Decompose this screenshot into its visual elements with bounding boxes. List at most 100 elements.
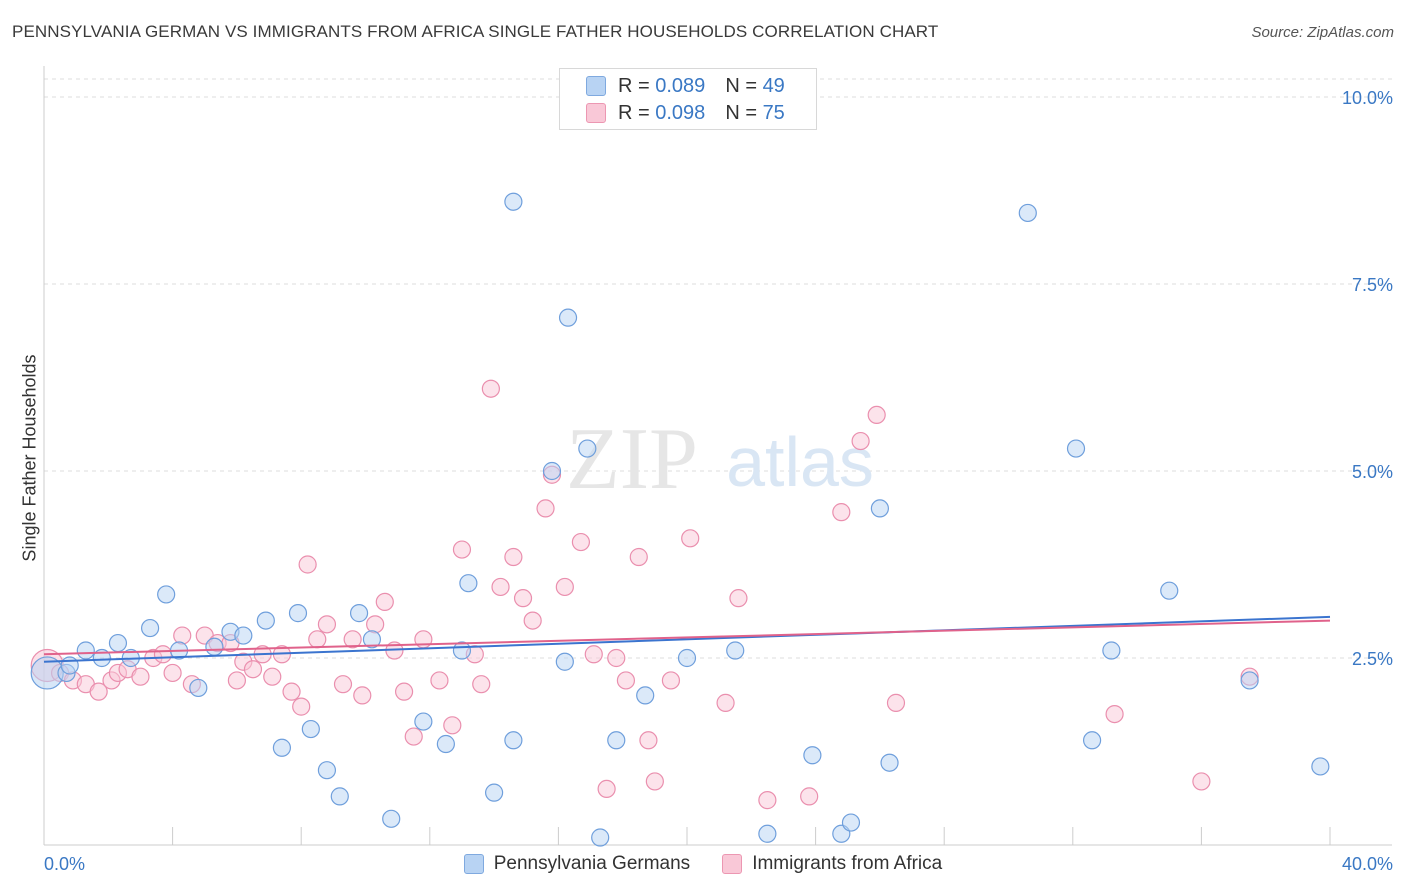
- data-point: [639, 731, 658, 750]
- data-point: [607, 731, 626, 750]
- data-point: [452, 641, 472, 660]
- legend-r-value-1: 0.089: [655, 74, 706, 97]
- legend-swatch-blue: [463, 854, 484, 874]
- data-point: [536, 499, 555, 518]
- data-point: [716, 693, 735, 712]
- data-point: [288, 604, 308, 623]
- data-point: [1102, 641, 1121, 660]
- data-point: [607, 648, 626, 668]
- series-pennsylvania-germans: [30, 192, 1330, 847]
- legend-row-pennsylvania-germans: R = 0.089 N = 49: [586, 75, 785, 97]
- data-point: [163, 663, 182, 683]
- data-point: [1018, 203, 1037, 223]
- data-point: [272, 738, 292, 757]
- data-point: [578, 439, 597, 458]
- data-point: [485, 783, 504, 802]
- data-point: [1311, 757, 1330, 776]
- legend-n-value-1: 49: [762, 74, 785, 97]
- data-point: [542, 461, 562, 481]
- data-point: [481, 379, 500, 398]
- data-point: [726, 641, 745, 660]
- data-point: [870, 499, 890, 518]
- data-point: [189, 678, 208, 698]
- data-point: [459, 574, 478, 593]
- tick-labels: 2.5% 5.0% 7.5% 10.0% 0.0% 40.0%: [44, 88, 1393, 874]
- data-point: [1160, 581, 1179, 600]
- legend-item-immigrants-from-africa[interactable]: Immigrants from Africa: [722, 853, 942, 875]
- data-point: [157, 585, 176, 604]
- data-point: [366, 615, 385, 634]
- data-point: [333, 675, 353, 694]
- y-tick-label: 2.5%: [1352, 649, 1393, 669]
- legend-swatch-pink: [586, 103, 606, 123]
- data-point: [153, 645, 173, 664]
- data-point: [523, 611, 542, 630]
- data-point: [282, 682, 301, 701]
- y-tick-label: 7.5%: [1352, 275, 1393, 295]
- data-point: [227, 671, 246, 690]
- data-point: [140, 618, 160, 638]
- x-tick-label: 40.0%: [1342, 854, 1393, 874]
- data-point: [758, 791, 777, 810]
- data-point: [851, 431, 870, 451]
- grid-lines: [44, 78, 1392, 659]
- y-tick-label: 5.0%: [1352, 462, 1393, 482]
- data-point: [452, 540, 472, 559]
- data-point: [1192, 772, 1211, 791]
- legend-row-immigrants-from-africa: R = 0.098 N = 75: [586, 102, 785, 124]
- data-point: [292, 697, 311, 716]
- series-legend: Pennsylvania Germans Immigrants from Afr…: [0, 851, 1406, 877]
- data-point: [629, 547, 648, 567]
- data-point: [362, 630, 382, 649]
- data-point: [1082, 731, 1102, 750]
- data-point: [636, 686, 655, 705]
- data-point: [681, 529, 700, 548]
- data-point: [430, 671, 449, 690]
- data-point: [472, 675, 491, 694]
- data-point: [404, 727, 423, 746]
- legend-swatch-blue: [586, 76, 606, 96]
- axes: [43, 66, 1392, 846]
- data-point: [867, 405, 886, 424]
- source-label: Source: ZipAtlas.com: [1251, 24, 1394, 41]
- data-point: [513, 589, 533, 608]
- data-point: [555, 652, 574, 671]
- watermark-zip: ZIP: [566, 411, 698, 508]
- data-point: [571, 532, 591, 552]
- legend-label-pennsylvania-germans: Pennsylvania Germans: [493, 853, 691, 874]
- data-point: [880, 753, 899, 772]
- legend-swatch-pink: [722, 854, 743, 874]
- legend-item-pennsylvania-germans[interactable]: Pennsylvania Germans: [463, 853, 691, 875]
- data-point: [382, 809, 401, 828]
- data-point: [317, 761, 337, 780]
- legend-n-value-2: 75: [762, 101, 785, 124]
- data-point: [504, 547, 523, 567]
- x-tick-label: 0.0%: [44, 854, 85, 874]
- data-point: [317, 615, 337, 634]
- data-point: [234, 626, 253, 645]
- data-point: [414, 712, 433, 731]
- data-point: [1240, 671, 1259, 690]
- data-point: [597, 779, 616, 799]
- data-point: [76, 641, 95, 660]
- data-point: [1105, 704, 1124, 724]
- legend-label-immigrants-from-africa: Immigrants from Africa: [752, 853, 943, 874]
- data-point: [108, 633, 128, 653]
- data-point: [436, 734, 455, 754]
- data-point: [375, 592, 394, 612]
- data-point: [330, 787, 349, 806]
- data-point: [343, 630, 362, 649]
- data-point: [758, 824, 777, 843]
- data-point: [298, 555, 317, 574]
- data-point: [256, 611, 275, 630]
- chart-title: PENNSYLVANIA GERMAN VS IMMIGRANTS FROM A…: [12, 22, 939, 41]
- trend-line: [43, 619, 1331, 656]
- data-point: [729, 589, 748, 608]
- data-point: [504, 731, 523, 750]
- data-point: [349, 604, 369, 623]
- data-point: [803, 746, 822, 765]
- data-point: [205, 637, 224, 656]
- data-point: [677, 648, 697, 668]
- data-point: [60, 656, 79, 675]
